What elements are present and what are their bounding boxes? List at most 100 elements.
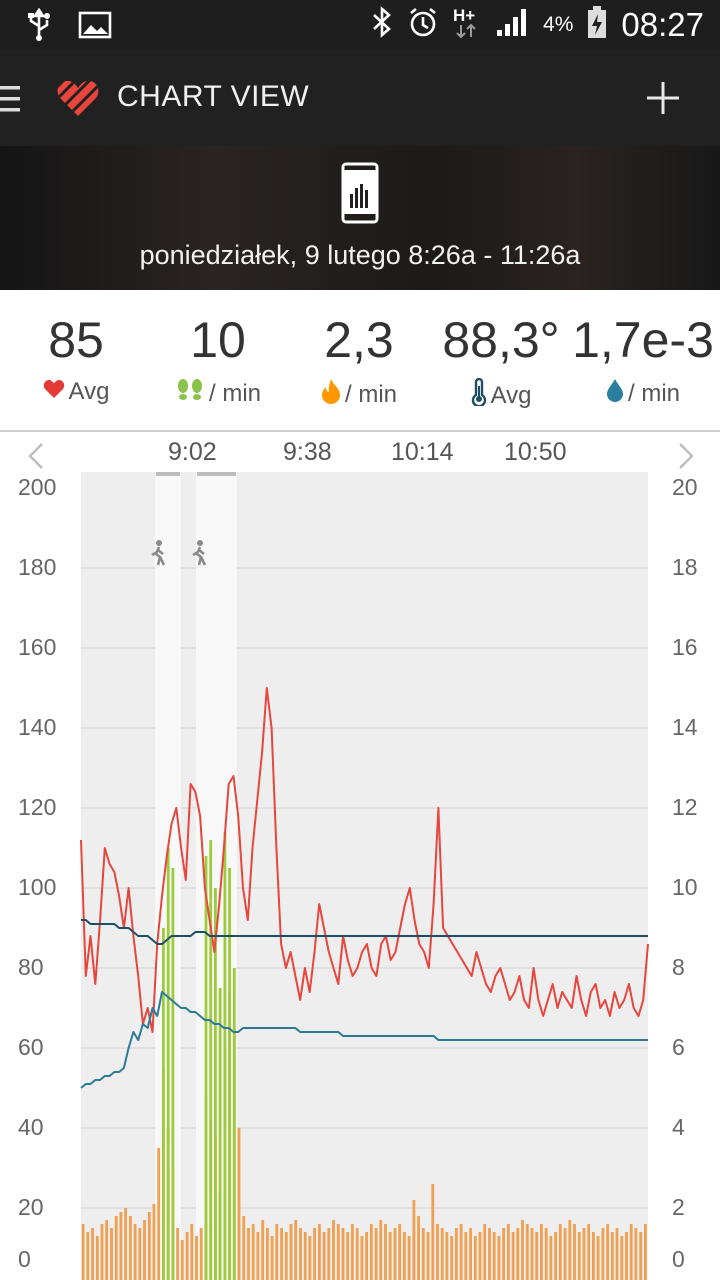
bar xyxy=(421,1228,425,1280)
plus-icon[interactable] xyxy=(645,80,681,121)
bar xyxy=(95,1236,99,1280)
bar xyxy=(214,888,217,1280)
bar xyxy=(346,1232,350,1280)
stat-temperature[interactable]: 88,3° Avg xyxy=(426,308,576,413)
y-tick-right: 6 xyxy=(672,1034,685,1060)
menu-icon[interactable] xyxy=(0,84,22,119)
bar xyxy=(266,1228,269,1280)
bar xyxy=(308,1236,312,1280)
bar xyxy=(384,1224,387,1280)
bar xyxy=(284,1232,288,1280)
bar xyxy=(322,1232,326,1280)
bar xyxy=(516,1228,520,1280)
battery-icon xyxy=(587,5,607,44)
bar xyxy=(256,1232,260,1280)
bar-series xyxy=(81,832,647,1280)
stat-calories[interactable]: 2,3 / min xyxy=(284,308,434,411)
bar xyxy=(511,1232,515,1280)
y-tick-right: 20 xyxy=(672,474,698,500)
footsteps-icon xyxy=(175,378,205,409)
bar xyxy=(426,1232,430,1280)
bar xyxy=(554,1232,557,1280)
bar xyxy=(138,1228,142,1280)
y-tick-right: 2 xyxy=(672,1194,685,1220)
stat-heart-rate[interactable]: 85 Avg xyxy=(1,308,151,406)
bar xyxy=(573,1224,576,1280)
walking-icon xyxy=(192,540,207,566)
bar xyxy=(247,1228,250,1280)
bar xyxy=(152,1204,156,1280)
bar xyxy=(431,1184,435,1280)
clock: 08:27 xyxy=(621,5,704,43)
bar xyxy=(124,1208,127,1280)
stat-value: 88,3° xyxy=(442,312,560,368)
stat-hydration[interactable]: 1,7e-3 / min xyxy=(568,308,718,409)
bar xyxy=(625,1232,628,1280)
y-tick-left: 120 xyxy=(18,794,57,820)
bar xyxy=(105,1220,109,1280)
bar xyxy=(299,1228,302,1280)
stat-steps[interactable]: 10 / min xyxy=(143,308,293,409)
bar xyxy=(450,1236,454,1280)
y-tick-left: 160 xyxy=(18,634,57,660)
stat-label: Avg xyxy=(68,378,110,405)
y-tick-right: 8 xyxy=(672,954,685,980)
bar xyxy=(180,1240,184,1280)
stat-value: 85 xyxy=(48,312,104,368)
bar xyxy=(143,1220,146,1280)
y-tick-left: 100 xyxy=(18,874,57,900)
bar xyxy=(478,1232,482,1280)
bluetooth-icon xyxy=(371,6,393,43)
line-series xyxy=(80,687,649,1089)
bar xyxy=(521,1220,524,1280)
bar xyxy=(507,1224,510,1280)
activity-band-top xyxy=(156,472,180,476)
bar xyxy=(218,988,222,1280)
bar xyxy=(568,1220,572,1280)
chart-plot[interactable] xyxy=(0,432,720,1280)
chevron-right-icon[interactable] xyxy=(674,442,696,475)
bar xyxy=(261,1220,265,1280)
y-tick-left: 60 xyxy=(18,1034,44,1060)
bar xyxy=(596,1236,600,1280)
chevron-left-icon[interactable] xyxy=(26,442,48,475)
y-tick-right: 16 xyxy=(672,634,698,660)
phone-chart-icon[interactable] xyxy=(341,162,379,229)
bar xyxy=(100,1224,104,1280)
bar xyxy=(355,1228,359,1280)
y-tick-left: 180 xyxy=(18,554,57,580)
bar xyxy=(129,1216,132,1280)
bar xyxy=(327,1228,331,1280)
image-icon xyxy=(78,11,112,44)
bar xyxy=(204,856,208,1280)
heart-icon xyxy=(43,378,65,406)
bar xyxy=(351,1224,354,1280)
bar xyxy=(469,1228,472,1280)
bar xyxy=(417,1216,420,1280)
x-tick-label: 9:02 xyxy=(168,438,217,466)
bar xyxy=(223,832,227,1280)
status-bar: H+ 4% 08:27 xyxy=(0,0,720,50)
bar xyxy=(270,1236,274,1280)
y-tick-right: 14 xyxy=(672,714,698,740)
bar xyxy=(251,1224,255,1280)
bar xyxy=(592,1232,595,1280)
bar xyxy=(209,840,213,1280)
signal-icon xyxy=(495,6,529,43)
bar xyxy=(162,928,165,1280)
bar xyxy=(294,1220,298,1280)
y-tick-left: 20 xyxy=(18,1194,44,1220)
y-tick-left: 0 xyxy=(18,1246,31,1272)
bar xyxy=(473,1236,477,1280)
bar xyxy=(502,1228,505,1280)
stat-label: / min xyxy=(344,380,397,408)
bar xyxy=(535,1232,539,1280)
x-tick-label: 9:38 xyxy=(283,438,332,466)
bar xyxy=(436,1224,439,1280)
bar xyxy=(398,1224,402,1280)
battery-percent: 4% xyxy=(543,12,574,36)
bar xyxy=(525,1224,529,1280)
bar xyxy=(199,1228,203,1280)
summary-stats: 85 Avg 10 / min 2,3 / min 88,3° Avg 1,7e… xyxy=(0,290,720,432)
stat-value: 2,3 xyxy=(324,312,394,368)
